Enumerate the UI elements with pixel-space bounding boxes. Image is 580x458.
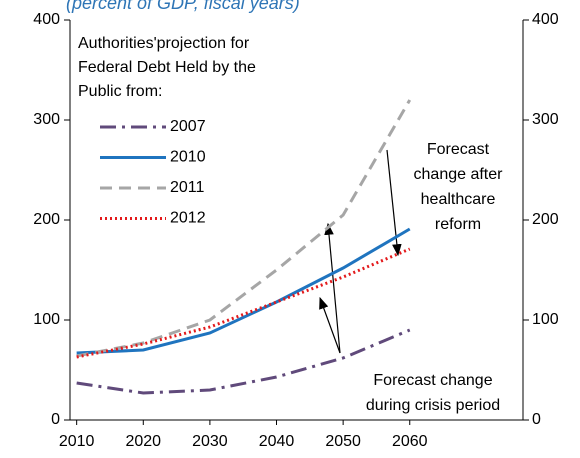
legend-label: 2012 (170, 210, 206, 227)
y2-tick-label: 100 (532, 311, 559, 328)
x-tick-label: 2050 (325, 433, 361, 450)
y2-tick-label: 400 (532, 11, 559, 28)
legend-label: 2011 (170, 179, 205, 196)
y2-tick-label: 0 (532, 411, 541, 428)
x-tick-label: 2040 (259, 433, 295, 450)
y-tick-label: 0 (51, 411, 60, 428)
x-tick-label: 2010 (59, 433, 95, 450)
series-line (76, 99, 412, 358)
annotation: reform (435, 216, 481, 233)
annotation: change after (414, 166, 504, 183)
arrow (319, 296, 341, 354)
annotation: during crisis period (366, 397, 500, 414)
x-tick-label: 2030 (192, 433, 228, 450)
series-line (76, 247, 411, 359)
arrows (319, 149, 402, 354)
y2-tick-label: 200 (532, 211, 559, 228)
y2-tick-label: 300 (532, 111, 559, 128)
series-line (76, 227, 411, 355)
legend-label: 2010 (170, 149, 206, 166)
series-line (76, 328, 411, 395)
legend-title: Federal Debt Held by the (78, 59, 256, 76)
annotation: Forecast (427, 141, 490, 158)
y-tick-label: 200 (33, 211, 60, 228)
legend-label: 2007 (170, 118, 206, 135)
y-tick-label: 100 (33, 311, 60, 328)
arrow (324, 222, 341, 354)
x-tick-label: 2020 (125, 433, 161, 450)
legend-title: Public from: (78, 83, 162, 100)
x-tick-label: 2060 (392, 433, 428, 450)
y-tick-label: 400 (33, 11, 60, 28)
annotation: Forecast change (373, 372, 492, 389)
legend-title: Authorities'projection for (78, 35, 250, 52)
annotation: healthcare (421, 191, 496, 208)
subtitle: (percent of GDP, fiscal years) (66, 0, 300, 13)
y-tick-label: 300 (33, 111, 60, 128)
